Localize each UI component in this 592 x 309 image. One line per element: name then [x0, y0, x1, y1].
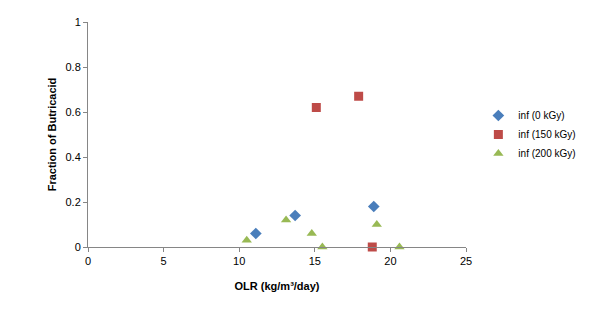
svg-text:inf (150 kGy): inf (150 kGy) — [518, 129, 575, 140]
svg-text:0: 0 — [75, 241, 81, 253]
svg-text:0.2: 0.2 — [66, 196, 81, 208]
svg-text:0.4: 0.4 — [66, 151, 81, 163]
svg-text:0: 0 — [85, 255, 91, 267]
svg-text:20: 20 — [384, 255, 396, 267]
svg-text:inf (200 kGy): inf (200 kGy) — [518, 148, 575, 159]
svg-text:15: 15 — [309, 255, 321, 267]
svg-text:0.8: 0.8 — [66, 61, 81, 73]
svg-text:5: 5 — [161, 255, 167, 267]
svg-text:OLR (kg/m³/day): OLR (kg/m³/day) — [235, 280, 320, 292]
svg-text:Fraction of Butricacid: Fraction of Butricacid — [46, 78, 58, 192]
svg-text:10: 10 — [233, 255, 245, 267]
svg-text:inf (0 kGy): inf (0 kGy) — [518, 110, 564, 121]
svg-text:1: 1 — [75, 16, 81, 28]
svg-text:0.6: 0.6 — [66, 106, 81, 118]
svg-text:25: 25 — [460, 255, 472, 267]
